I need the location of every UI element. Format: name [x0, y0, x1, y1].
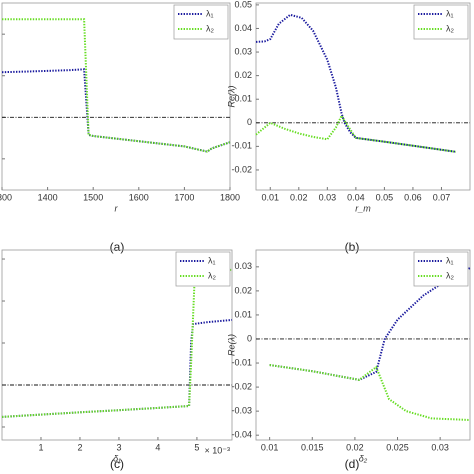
legend-box — [413, 4, 469, 40]
x-axis-label: δ₂ — [359, 453, 368, 463]
x-tick-label: 1 — [38, 442, 43, 452]
y-tick-label: 0 — [247, 117, 252, 127]
y-tick-label: 0.02 — [234, 70, 252, 80]
x-tick-label: 0.02 — [290, 192, 308, 202]
y-tick-label: -0.04 — [231, 430, 252, 440]
series-line — [255, 13, 456, 153]
x-tick-label: 2 — [77, 442, 82, 452]
y-tick-label: 0.04 — [234, 23, 252, 33]
panel-label: (b) — [345, 240, 360, 254]
x-axis-label: δ₁ — [113, 453, 121, 463]
x-tick-label: 0.025 — [386, 442, 409, 452]
x-tick-label: 0.07 — [433, 192, 451, 202]
x-axis-label: r_m — [355, 203, 371, 213]
legend-label: λ₁ — [446, 8, 454, 18]
legend-label: λ₁ — [446, 255, 454, 265]
plot-frame — [1, 2, 231, 191]
legend-label: λ₂ — [446, 23, 455, 33]
x-tick-label: 0.03 — [319, 192, 337, 202]
x-offset-text: × 10⁻³ — [204, 445, 230, 455]
x-tick-label: 0.04 — [347, 192, 365, 202]
y-tick-label: 0 — [247, 333, 252, 343]
x-tick-label: 0.06 — [404, 192, 422, 202]
plot-frame — [255, 249, 471, 441]
legend-box — [173, 4, 229, 40]
y-axis-label: Re(λ) — [226, 334, 236, 356]
legend-label: λ₂ — [206, 23, 215, 33]
panel-label: (c) — [110, 457, 124, 471]
plot-frame — [255, 2, 471, 191]
legend-box — [175, 251, 231, 287]
y-tick-label: -0.03 — [231, 406, 252, 416]
x-tick-label: 1600 — [129, 192, 149, 202]
x-tick-label: 5 — [194, 442, 199, 452]
x-tick-label: 1300 — [0, 192, 12, 202]
x-tick-label: 1800 — [220, 192, 240, 202]
y-tick-label: 0.01 — [234, 94, 252, 104]
y-tick-label: -0.01 — [231, 357, 252, 367]
plot-frame — [1, 249, 233, 441]
x-tick-label: 1700 — [174, 192, 194, 202]
panel-label: (a) — [110, 240, 125, 254]
legend-label: λ₁ — [206, 8, 214, 18]
y-tick-label: 0.01 — [234, 309, 252, 319]
series-line — [1, 318, 233, 418]
x-tick-label: 0.01 — [262, 192, 280, 202]
y-tick-label: 0.02 — [234, 285, 252, 295]
y-tick-label: 0.03 — [234, 46, 252, 56]
x-tick-label: 0.015 — [301, 442, 324, 452]
panel-label: (d) — [345, 457, 360, 471]
x-tick-label: 3 — [116, 442, 121, 452]
x-axis-label: r — [115, 203, 119, 213]
x-tick-label: 0.01 — [261, 442, 279, 452]
legend-label: λ₂ — [208, 270, 217, 280]
series-line — [269, 364, 471, 421]
x-tick-label: 1500 — [83, 192, 103, 202]
series-line — [1, 268, 232, 418]
x-tick-label: 1400 — [38, 192, 58, 202]
legend-label: λ₁ — [208, 255, 216, 265]
y-tick-label: -0.02 — [231, 381, 252, 391]
legend-label: λ₂ — [446, 270, 455, 280]
x-tick-label: 0.03 — [431, 442, 449, 452]
series-line — [1, 68, 231, 153]
x-tick-label: 4 — [155, 442, 160, 452]
y-tick-label: -0.01 — [231, 141, 252, 151]
series-line — [255, 113, 456, 153]
y-tick-label: 0.05 — [234, 0, 252, 9]
y-tick-label: -0.02 — [231, 164, 252, 174]
y-tick-label: 0.03 — [234, 261, 252, 271]
legend-box — [413, 251, 469, 287]
x-tick-label: 0.05 — [376, 192, 394, 202]
y-axis-label: Re(λ) — [226, 86, 236, 108]
x-tick-label: 0.02 — [346, 442, 364, 452]
